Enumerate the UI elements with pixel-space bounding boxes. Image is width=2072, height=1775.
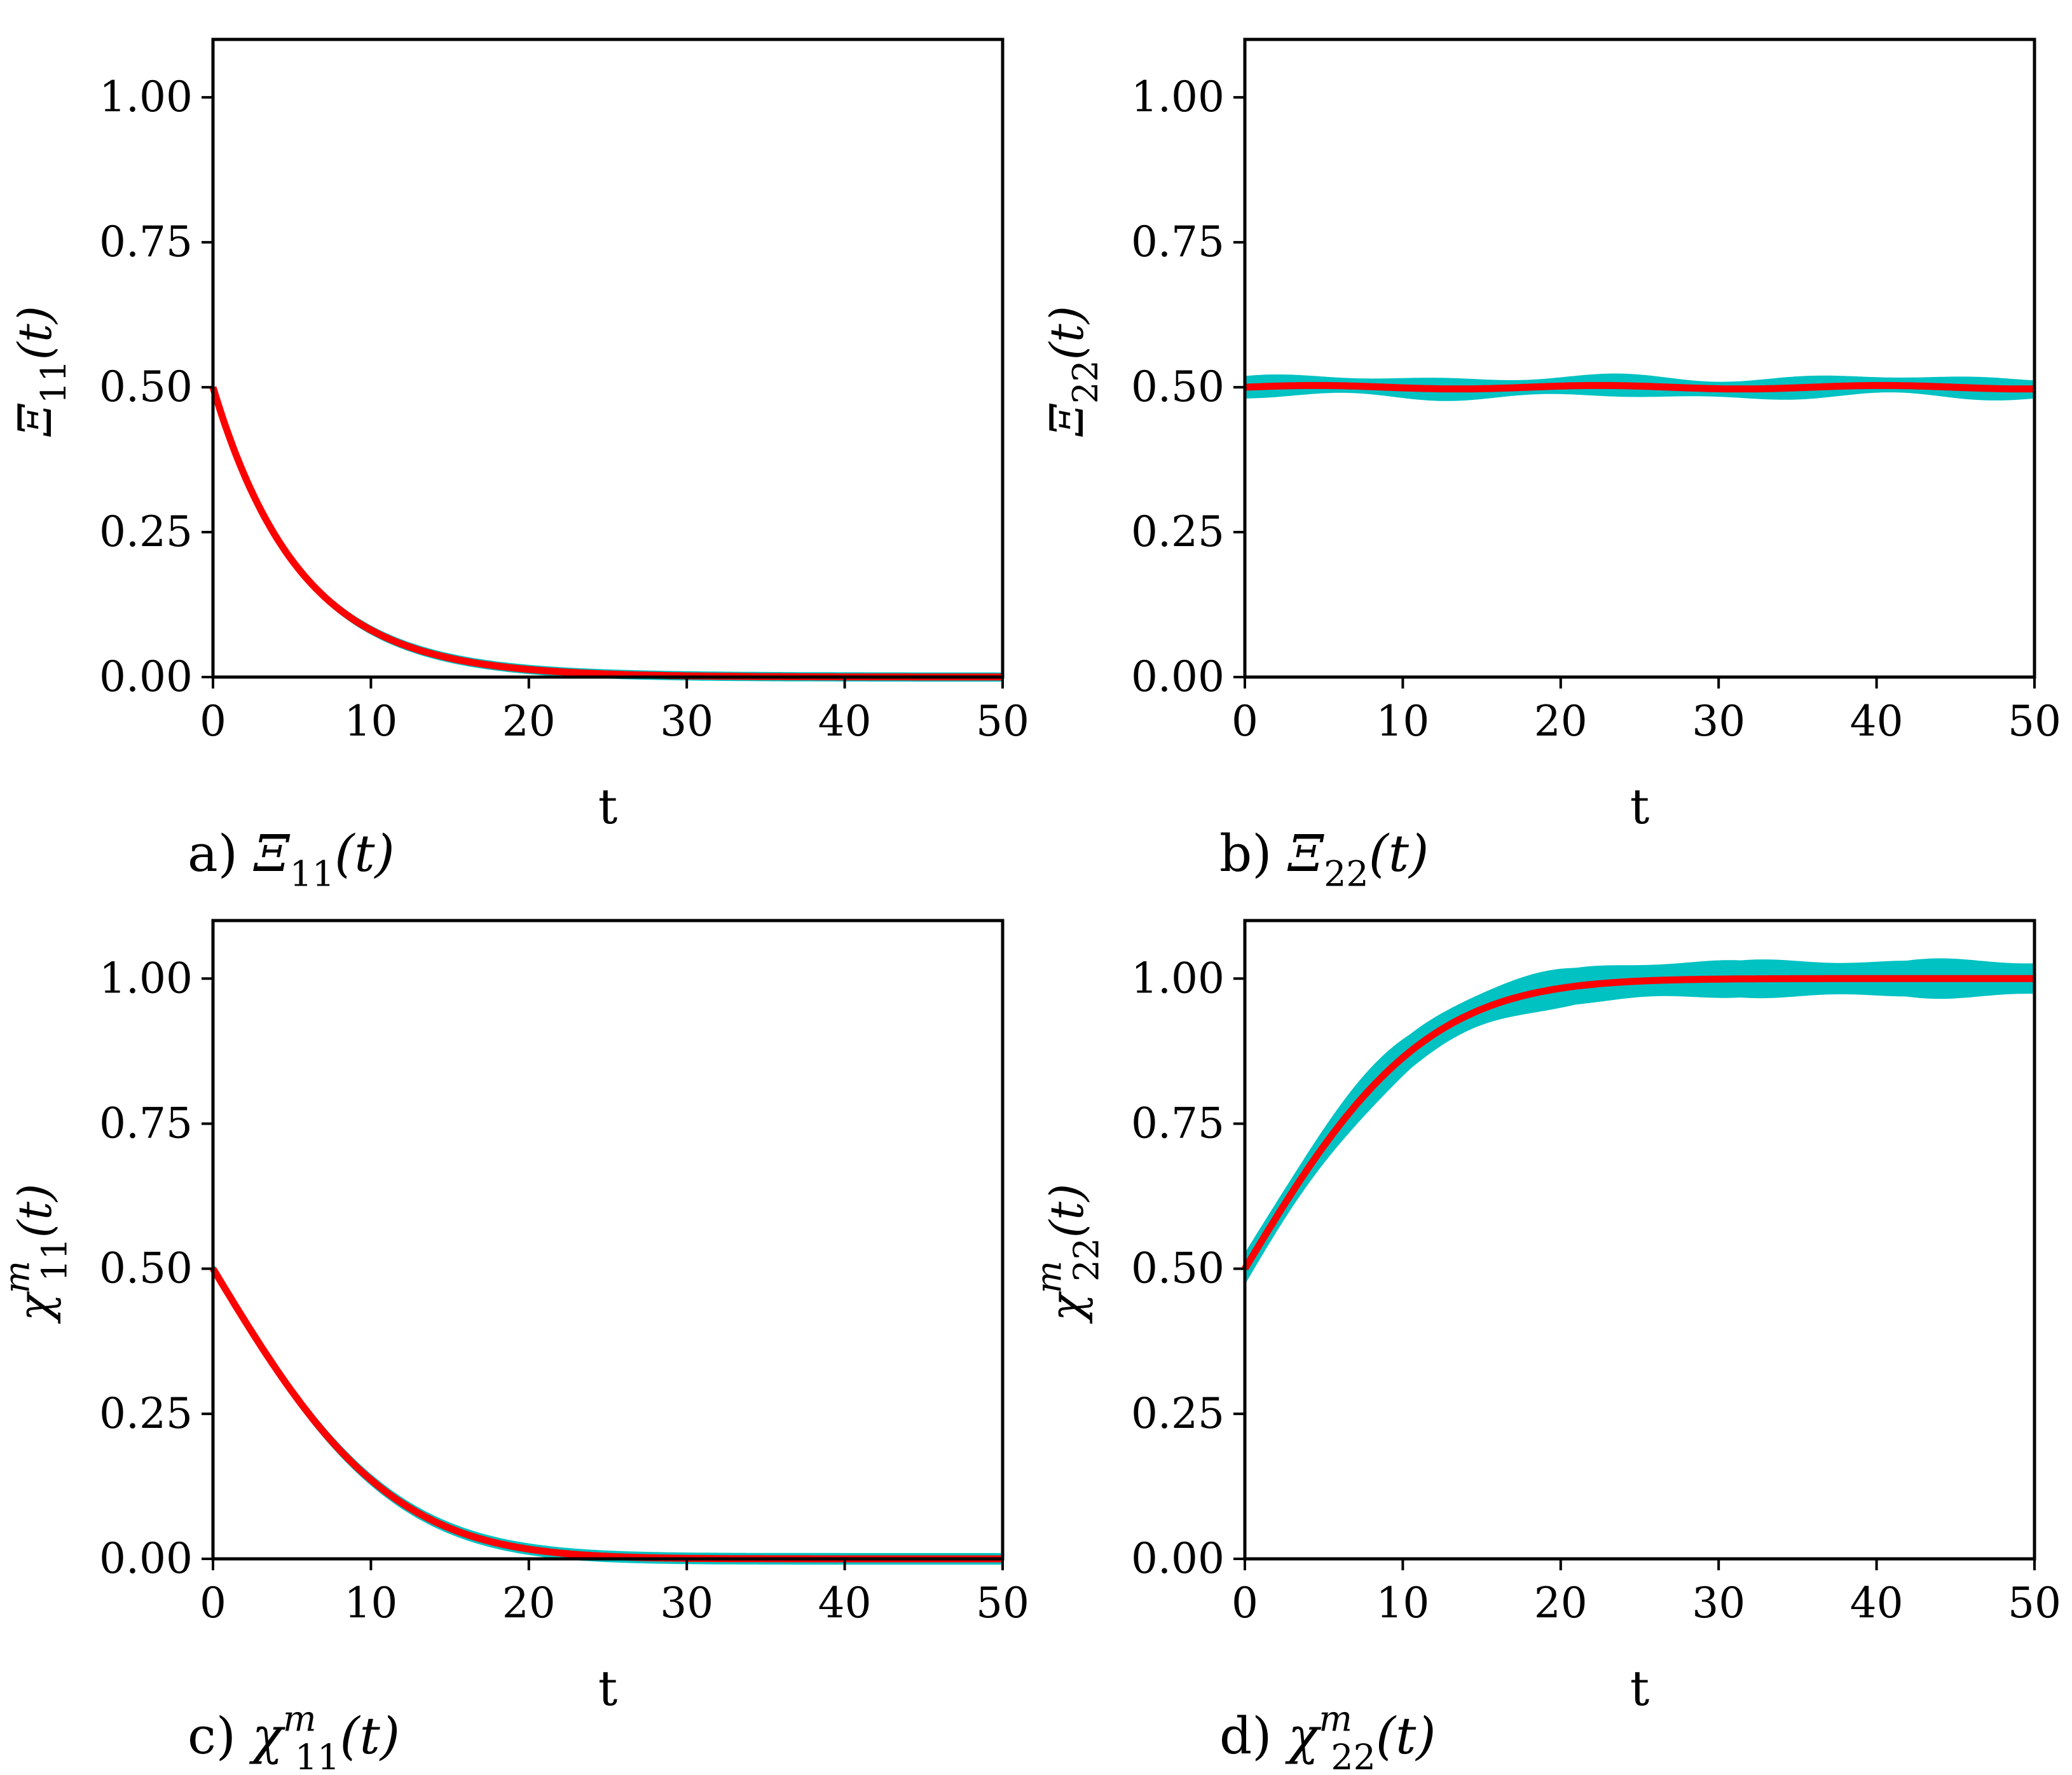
panel-caption: b) Ξ22(t) <box>1219 824 1429 895</box>
x-tick-label: 30 <box>1692 1579 1745 1628</box>
y-tick-label: 0.50 <box>99 362 193 411</box>
y-tick-label: 1.00 <box>99 954 193 1003</box>
plot-area <box>1245 921 2034 1559</box>
y-tick-label: 0.75 <box>1131 217 1225 266</box>
y-tick-label: 1.00 <box>99 72 193 121</box>
y-tick-label: 0.25 <box>99 1389 193 1438</box>
y-tick-label: 0.25 <box>1131 1389 1225 1438</box>
svg-text:c) χm11(t): c) χm 11(t) <box>188 1699 400 1775</box>
series-band <box>1245 958 2034 1285</box>
plot-area <box>213 921 1003 1559</box>
y-tick-label: 0.50 <box>99 1244 193 1293</box>
x-tick-label: 20 <box>1534 1579 1588 1628</box>
svg-text:d) χm22(t): d) χm 22(t) <box>1219 1699 1436 1775</box>
y-tick-label: 1.00 <box>1131 72 1225 121</box>
y-tick-label: 0.00 <box>99 1534 193 1583</box>
x-tick-label: 50 <box>976 697 1029 746</box>
svg-text:a) Ξ11(t): a) Ξ11(t) <box>188 824 395 895</box>
panel-caption: d) χm 22(t) <box>1219 1699 1436 1775</box>
x-tick-label: 10 <box>344 697 397 746</box>
x-tick-label: 20 <box>502 697 556 746</box>
x-tick-label: 40 <box>1850 697 1904 746</box>
x-tick-label: 40 <box>818 697 872 746</box>
svg-text:χm22(t): χm22(t) <box>1029 1184 1107 1324</box>
y-tick-label: 0.75 <box>99 1099 193 1148</box>
y-tick-label: 0.00 <box>1131 652 1225 701</box>
panel-caption: a) Ξ11(t) <box>188 824 395 895</box>
y-tick-label: 0.00 <box>1131 1534 1225 1583</box>
panel-caption: c) χm 11(t) <box>188 1699 400 1775</box>
series-mean-line <box>1244 381 2035 393</box>
x-tick-label: 20 <box>1534 697 1588 746</box>
x-tick-label: 0 <box>1232 697 1258 746</box>
y-tick-label: 0.75 <box>99 217 193 266</box>
series-mean-line <box>1242 975 2035 1271</box>
x-tick-label: 40 <box>1850 1579 1904 1628</box>
svg-text:Ξ11(t): Ξ11(t) <box>8 306 74 437</box>
panel-d: 0 10 20 30 40 50 0.00 0.25 0.50 0.75 1.00 t χm22(t) d… <box>1029 919 2061 1775</box>
y-axis-label: χm22(t) <box>1029 1184 1107 1324</box>
x-tick-label: 0 <box>200 1579 226 1628</box>
x-tick-label: 30 <box>1692 697 1745 746</box>
axes-frame <box>211 38 1005 679</box>
x-tick-label: 40 <box>818 1579 872 1628</box>
y-axis-label: Ξ11(t) <box>8 306 74 437</box>
y-tick-label: 1.00 <box>1131 954 1225 1003</box>
y-tick-label: 0.25 <box>99 507 193 556</box>
y-tick-label: 0.00 <box>99 652 193 701</box>
svg-text:b) Ξ22(t): b) Ξ22(t) <box>1219 824 1429 895</box>
axes-frame <box>211 919 1005 1561</box>
y-tick-label: 0.75 <box>1131 1099 1225 1148</box>
axes-frame <box>1243 38 2036 679</box>
x-tick-label: 10 <box>344 1579 397 1628</box>
y-tick-label: 0.50 <box>1131 362 1225 411</box>
svg-text:χm11(t): χm11(t) <box>0 1184 75 1324</box>
x-tick-label: 50 <box>2008 1579 2061 1628</box>
x-axis-label: t <box>1630 1660 1650 1717</box>
y-tick-label: 0.50 <box>1131 1244 1225 1293</box>
plot-area <box>213 39 1003 677</box>
y-axis-label: Ξ22(t) <box>1040 306 1106 437</box>
x-tick-label: 30 <box>660 1579 713 1628</box>
x-tick-label: 10 <box>1376 1579 1429 1628</box>
axes-frame <box>1243 919 2036 1561</box>
x-axis-label: t <box>598 778 618 835</box>
x-tick-label: 50 <box>2008 697 2061 746</box>
x-tick-label: 10 <box>1376 697 1429 746</box>
x-tick-label: 50 <box>976 1579 1029 1628</box>
svg-text:Ξ22(t): Ξ22(t) <box>1040 306 1106 437</box>
panel-c: 0 10 20 30 40 50 0.00 0.25 0.50 0.75 1.00 t χm11(t) c… <box>0 919 1029 1775</box>
x-tick-label: 20 <box>502 1579 556 1628</box>
x-tick-label: 0 <box>200 697 226 746</box>
plot-area <box>1245 39 2034 677</box>
panel-b: 0 10 20 30 40 50 0.00 0.25 0.50 0.75 1.00 t Ξ22(t) b)… <box>1040 38 2061 895</box>
x-tick-label: 30 <box>660 697 713 746</box>
panel-a: 0 10 20 30 40 50 0.00 0.25 0.50 0.75 1.00 t Ξ11(t) a)… <box>8 38 1029 895</box>
y-axis-label: χm11(t) <box>0 1184 75 1324</box>
x-tick-label: 0 <box>1232 1579 1258 1628</box>
x-axis-label: t <box>1630 778 1650 835</box>
y-tick-label: 0.25 <box>1131 507 1225 556</box>
x-axis-label: t <box>598 1660 618 1717</box>
